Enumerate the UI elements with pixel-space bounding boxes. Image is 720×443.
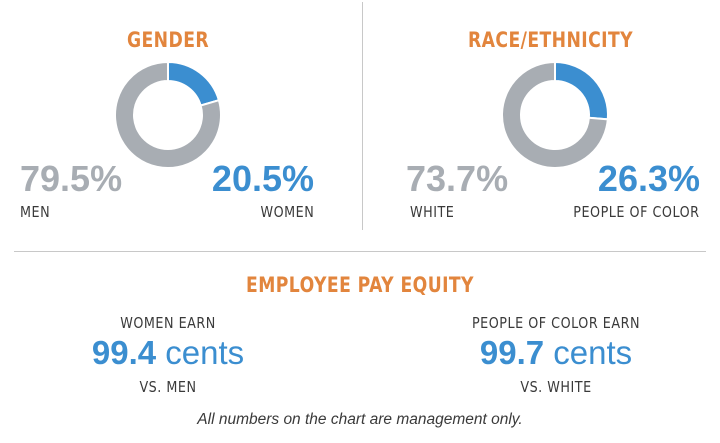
poc-earn-value: 99.7 cents xyxy=(436,334,676,372)
footnote: All numbers on the chart are management … xyxy=(197,411,523,428)
gender-men-label: MEN xyxy=(20,203,51,221)
gender-donut xyxy=(114,60,222,169)
women-earn-value: 99.4 cents xyxy=(68,334,268,372)
pay-equity-title: EMPLOYEE PAY EQUITY xyxy=(246,273,474,297)
women-earn-number: 99.4 xyxy=(91,334,157,371)
poc-earn-label: PEOPLE OF COLOR EARN xyxy=(471,314,641,332)
poc-earn-number: 99.7 xyxy=(479,334,545,371)
gender-slice-women xyxy=(167,60,221,107)
women-earn-label: WOMEN EARN xyxy=(120,314,216,332)
gender-slice-men xyxy=(114,60,222,169)
horizontal-divider xyxy=(14,251,706,252)
race-white-percent: 73.7% xyxy=(406,158,509,199)
poc-earn-vs: VS. WHITE xyxy=(520,378,592,396)
race-title: RACE/ETHNICITY xyxy=(468,28,634,52)
gender-men-percent: 79.5% xyxy=(20,158,123,199)
women-earn-unit: cents xyxy=(165,334,245,371)
race-donut xyxy=(501,60,609,169)
race-white-label: WHITE xyxy=(410,203,455,221)
women-earn-vs: VS. MEN xyxy=(139,378,197,396)
gender-women-percent: 20.5% xyxy=(211,158,314,199)
gender-women-label: WOMEN xyxy=(260,203,314,221)
race-poc-percent: 26.3% xyxy=(597,158,700,199)
race-slice-white xyxy=(501,60,609,169)
vertical-divider xyxy=(362,2,363,230)
gender-title: GENDER xyxy=(126,28,210,52)
race-poc-label: PEOPLE OF COLOR xyxy=(573,203,700,221)
poc-earn-unit: cents xyxy=(553,334,633,371)
race-slice-people-of-color xyxy=(554,60,609,121)
